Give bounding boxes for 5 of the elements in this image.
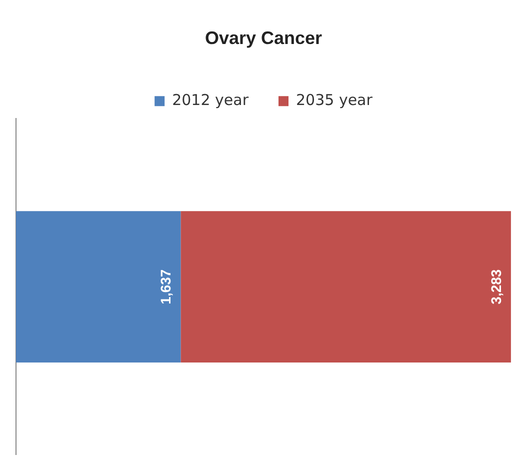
legend-label: 2035 year: [296, 90, 374, 109]
legend-label: 2012 year: [172, 90, 250, 109]
data-label: 3,283: [488, 269, 504, 304]
data-label: 1,637: [158, 269, 174, 304]
chart-title: Ovary Cancer: [204, 28, 322, 48]
